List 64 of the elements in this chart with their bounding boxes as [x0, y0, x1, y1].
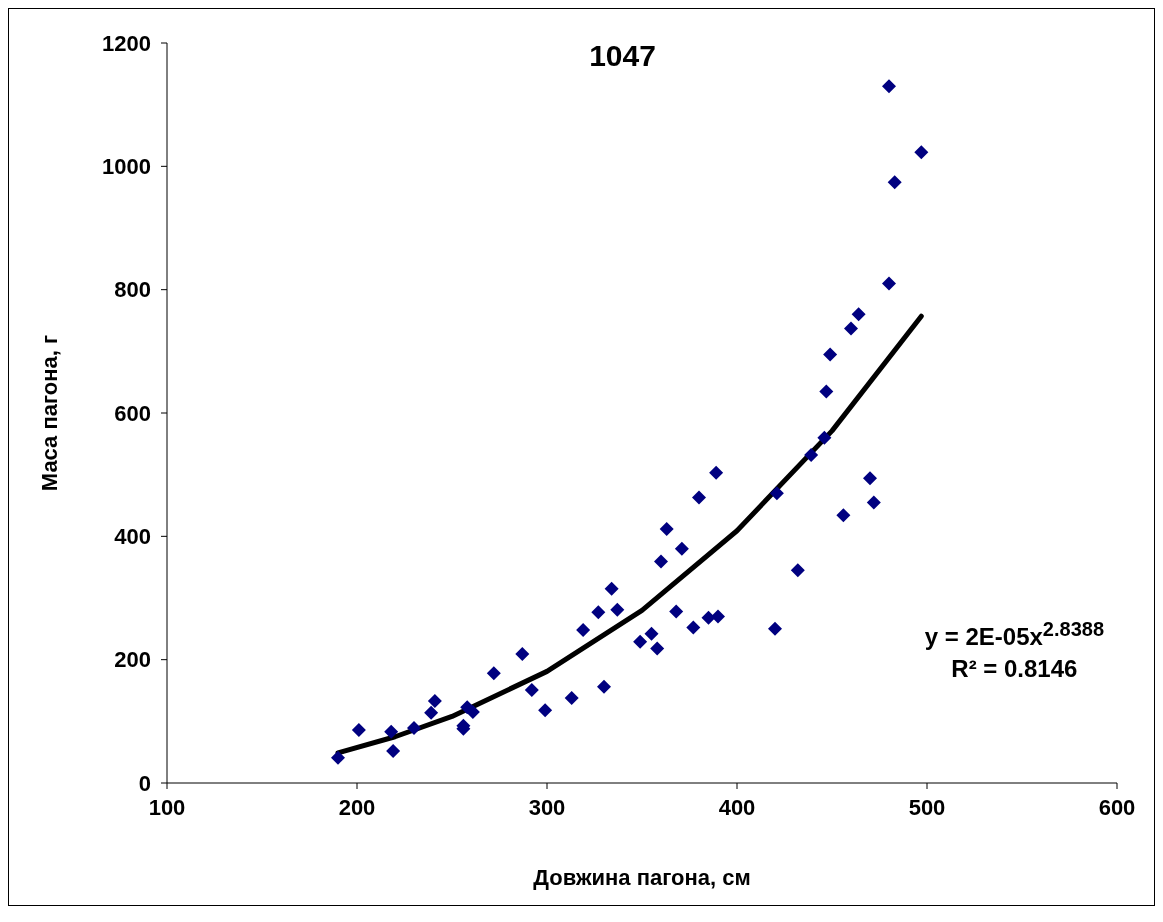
y-tick-label: 0: [138, 770, 151, 796]
point: [768, 621, 782, 636]
point: [863, 471, 877, 486]
point: [844, 321, 858, 336]
point: [817, 430, 832, 445]
x-tick-label: 300: [528, 794, 566, 820]
point: [686, 620, 701, 635]
x-axis-title: Довжина пагона, см: [533, 865, 751, 890]
x-tick-label: 100: [148, 794, 186, 820]
y-tick-label: 200: [114, 647, 151, 673]
point: [427, 693, 442, 708]
y-tick-label: 1200: [102, 30, 151, 56]
point: [692, 490, 706, 505]
point: [407, 721, 421, 736]
point: [674, 541, 689, 556]
point: [882, 276, 896, 291]
point: [887, 175, 902, 190]
chart-title: 1047: [589, 39, 656, 72]
annotation: y = 2E-05x$^{2.8388}$: [924, 617, 1104, 652]
point: [331, 750, 345, 765]
point: [486, 666, 501, 681]
point: [804, 447, 819, 462]
x-tick-label: 600: [1098, 794, 1136, 820]
point: [644, 626, 659, 641]
point: [351, 722, 366, 737]
point: [597, 679, 611, 694]
point: [669, 604, 684, 619]
y-tick-label: 600: [114, 400, 151, 426]
point: [654, 554, 668, 569]
point: [633, 634, 648, 649]
point: [709, 465, 724, 480]
point: [882, 79, 896, 94]
point: [851, 307, 866, 322]
point: [610, 602, 625, 617]
y-tick-label: 1000: [102, 154, 151, 180]
point: [659, 521, 674, 536]
point: [465, 705, 480, 720]
point: [650, 641, 665, 656]
point: [769, 486, 784, 501]
point: [836, 508, 851, 523]
point: [701, 610, 716, 625]
point: [515, 647, 530, 662]
annotation: R² = 0.8146: [950, 654, 1079, 684]
point: [538, 703, 553, 718]
point: [866, 495, 881, 510]
point: [591, 605, 606, 620]
x-tick-label: 200: [338, 794, 376, 820]
point: [819, 384, 834, 399]
point: [384, 724, 399, 739]
point: [424, 705, 439, 720]
point: [564, 690, 579, 705]
point: [790, 563, 805, 578]
point: [711, 609, 725, 624]
point: [386, 743, 401, 758]
y-tick-label: 800: [114, 277, 151, 303]
x-tick-label: 500: [908, 794, 946, 820]
point: [823, 347, 838, 362]
y-axis-title: Маса пагона, г: [36, 334, 62, 492]
point: [604, 581, 619, 596]
x-tick-label: 400: [718, 794, 756, 820]
point: [524, 682, 539, 697]
y-tick-label: 400: [114, 524, 151, 550]
point: [914, 145, 929, 160]
point: [576, 623, 591, 638]
